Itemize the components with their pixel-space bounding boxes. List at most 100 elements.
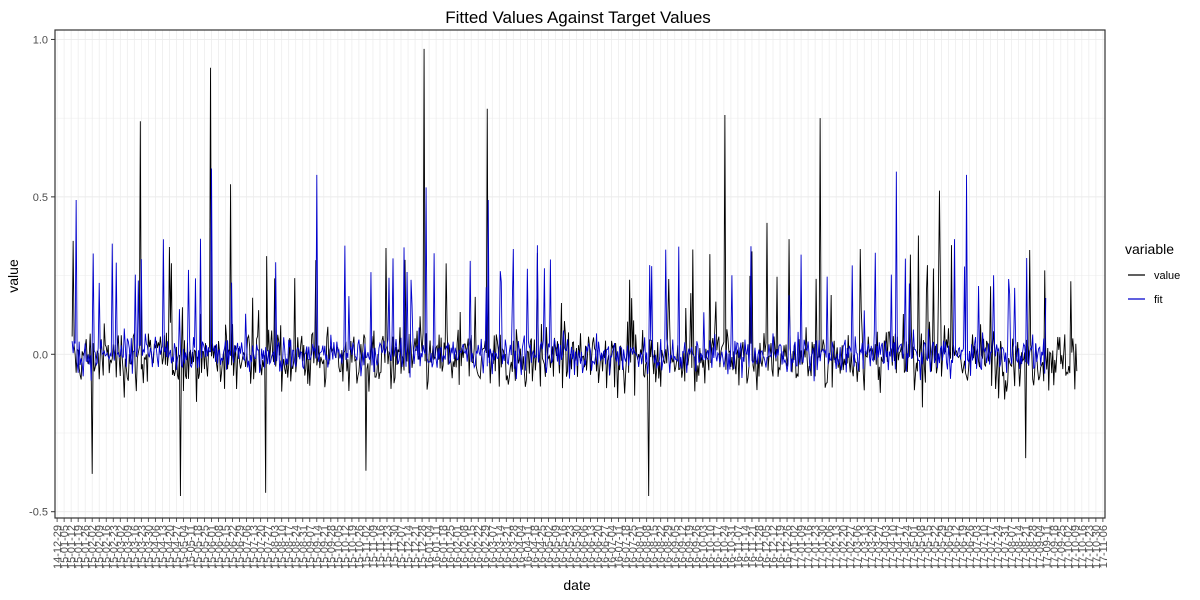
- x-tick-label: 15-10-26: [354, 525, 366, 569]
- x-tick-label: 15-12-14: [403, 525, 415, 569]
- x-tick-label: 16-12-26: [782, 525, 794, 569]
- x-tick-label: 15-09-07: [305, 525, 317, 569]
- x-tick-label: 15-05-11: [185, 525, 197, 568]
- x-tick-label: 16-05-09: [550, 525, 562, 569]
- x-tick-label: 17-07-10: [979, 525, 991, 569]
- x-tick-label: 16-03-14: [494, 525, 506, 569]
- x-tick-label: 16-11-14: [740, 525, 752, 568]
- x-tick-label: 17-01-02: [789, 525, 801, 569]
- x-tick-label: 17-01-16: [803, 525, 815, 569]
- x-tick-label: 16-08-15: [649, 525, 661, 569]
- x-tick-label: 17-09-18: [1049, 525, 1061, 569]
- x-tick-label: 17-06-05: [943, 525, 955, 569]
- legend-title: variable: [1125, 241, 1174, 257]
- x-tick-label: 15-10-19: [347, 525, 359, 569]
- x-tick-label: 16-09-05: [670, 525, 682, 569]
- x-tick-label: 15-10-05: [333, 525, 345, 569]
- x-tick-label: 15-07-20: [256, 525, 268, 569]
- x-tick-label: 15-04-27: [171, 525, 183, 569]
- x-tick-label: 15-05-04: [178, 525, 190, 569]
- x-tick-label: 16-06-20: [593, 525, 605, 569]
- series-fit-line: [71, 168, 1047, 382]
- x-tick-label: 17-10-23: [1084, 525, 1096, 569]
- x-tick-label: 17-08-21: [1021, 525, 1033, 569]
- y-axis: -0.5 0.0 0.5 1.0: [29, 34, 55, 519]
- x-tick-label: 15-07-13: [249, 525, 261, 569]
- x-tick-label: 17-11-06: [1098, 525, 1110, 568]
- x-tick-label: 17-05-29: [936, 525, 948, 569]
- x-tick-label: 17-03-20: [866, 525, 878, 569]
- x-tick-label: 16-03-21: [501, 525, 513, 569]
- x-tick-label: 17-05-08: [915, 525, 927, 569]
- x-tick-label: 17-02-13: [831, 525, 843, 569]
- x-tick-label: 15-12-28: [417, 525, 429, 569]
- x-tick-label: 16-10-17: [712, 525, 724, 569]
- y-tick-label: 0.0: [33, 349, 48, 361]
- x-tick-label: 17-06-19: [958, 525, 970, 569]
- x-tick-label: 17-07-17: [986, 525, 998, 569]
- x-tick-label: 16-10-24: [719, 525, 731, 569]
- x-tick-label: 15-06-01: [207, 525, 219, 569]
- x-tick-label: 16-04-04: [515, 525, 527, 569]
- x-tick-label: 15-03-02: [115, 525, 127, 569]
- x-tick-label: 16-02-29: [480, 525, 492, 569]
- x-tick-label: 17-02-06: [824, 525, 836, 569]
- x-tick-label: 15-08-17: [284, 525, 296, 569]
- x-tick-label: 16-06-27: [600, 525, 612, 569]
- y-tick-label: 1.0: [33, 34, 48, 46]
- x-tick-label: 16-06-13: [586, 525, 598, 569]
- x-tick-label: 15-11-30: [389, 525, 401, 568]
- x-tick-label: 15-06-15: [221, 525, 233, 569]
- x-tick-label: 15-02-09: [94, 525, 106, 569]
- x-axis: 14-12-2915-01-0515-01-1215-01-1915-01-26…: [52, 518, 1110, 569]
- plot-frame: [54, 29, 1106, 519]
- x-tick-label: 16-03-07: [487, 525, 499, 569]
- x-tick-label: 15-03-23: [136, 525, 148, 569]
- x-tick-label: 15-01-05: [59, 525, 71, 569]
- x-tick-label: 17-10-09: [1070, 525, 1082, 569]
- x-tick-label: 16-12-19: [775, 525, 787, 569]
- x-tick-label: 16-12-05: [761, 525, 773, 569]
- x-tick-label: 16-07-04: [607, 525, 619, 569]
- x-tick-label: 17-03-27: [873, 525, 885, 569]
- x-tick-label: 16-02-08: [459, 525, 471, 569]
- x-tick-label: 17-07-31: [1000, 525, 1012, 569]
- x-tick-label: 15-11-02: [361, 525, 373, 568]
- x-tick-label: 15-08-31: [298, 525, 310, 569]
- x-tick-label: 15-08-24: [291, 525, 303, 569]
- x-tick-label: 15-03-30: [143, 525, 155, 569]
- x-tick-label: 15-02-16: [101, 525, 113, 569]
- x-tick-label: 15-01-19: [73, 525, 85, 569]
- x-tick-label: 15-07-27: [263, 525, 275, 569]
- x-tick-label: 16-11-21: [747, 525, 759, 568]
- x-tick-label: 17-02-27: [845, 525, 857, 569]
- x-tick-label: 14-12-29: [52, 525, 64, 569]
- x-tick-label: 15-10-12: [340, 525, 352, 569]
- grid-lines: [55, 30, 1105, 518]
- x-tick-label: 16-09-19: [684, 525, 696, 569]
- x-tick-label: 16-08-08: [642, 525, 654, 569]
- x-tick-label: 15-03-16: [129, 525, 141, 569]
- x-tick-label: 17-06-26: [965, 525, 977, 569]
- x-tick-label: 17-01-09: [796, 525, 808, 569]
- legend-label-fit: fit: [1154, 294, 1163, 306]
- x-tick-label: 16-10-03: [698, 525, 710, 569]
- x-tick-label: 16-01-18: [438, 525, 450, 569]
- x-tick-label: 17-10-02: [1063, 525, 1075, 569]
- x-tick-label: 17-05-01: [908, 525, 920, 569]
- x-tick-label: 17-06-12: [951, 525, 963, 569]
- x-tick-label: 16-07-25: [628, 525, 640, 569]
- x-tick-label: 17-10-16: [1077, 525, 1089, 569]
- x-tick-label: 17-04-10: [887, 525, 899, 569]
- plot-border: [54, 29, 1106, 519]
- x-tick-label: 17-01-30: [817, 525, 829, 569]
- x-tick-label: 15-12-21: [410, 525, 422, 569]
- y-axis-title: value: [5, 259, 21, 293]
- x-tick-label: 15-05-18: [192, 525, 204, 569]
- x-tick-label: 16-12-12: [768, 525, 780, 569]
- x-tick-label: 17-04-17: [894, 525, 906, 569]
- x-tick-label: 16-08-22: [656, 525, 668, 569]
- x-tick-label: 15-05-25: [199, 525, 211, 569]
- x-tick-label: 17-01-23: [810, 525, 822, 569]
- x-tick-label: 16-07-11: [614, 525, 626, 568]
